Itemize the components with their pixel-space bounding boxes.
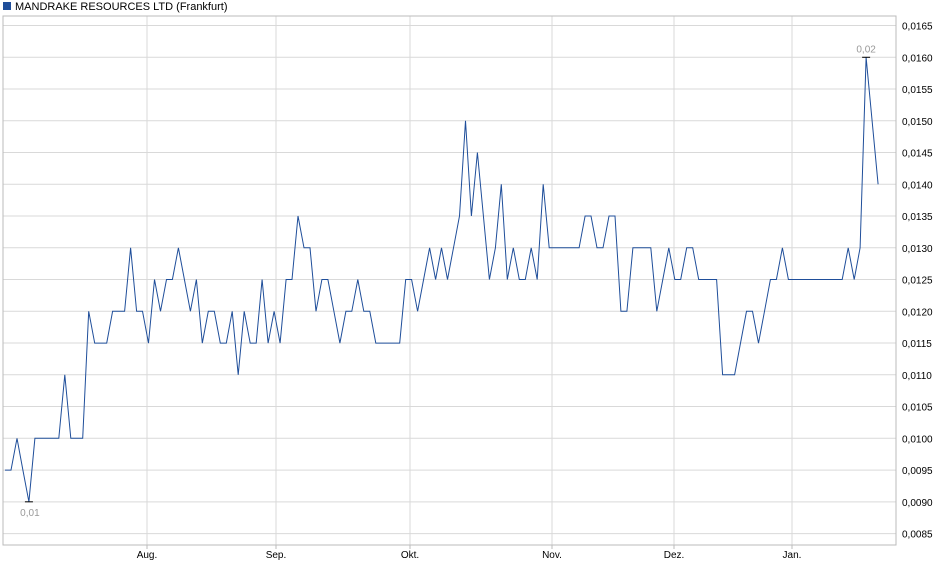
- y-tick-label: 0,0105: [902, 403, 933, 414]
- y-tick-label: 0,0085: [902, 530, 933, 541]
- y-tick-label: 0,0115: [902, 339, 932, 350]
- y-tick-label: 0,0160: [902, 53, 933, 64]
- min-value-label: 0,01: [20, 508, 40, 519]
- y-tick-label: 0,0155: [902, 85, 933, 96]
- plot-frame: [2, 15, 897, 546]
- y-tick-label: 0,0125: [902, 276, 933, 287]
- legend: MANDRAKE RESOURCES LTD (Frankfurt): [3, 1, 228, 13]
- y-tick-label: 0,0100: [902, 434, 933, 445]
- y-tick-label: 0,0120: [902, 307, 933, 318]
- grid: [3, 16, 896, 549]
- series-line: [5, 57, 879, 502]
- legend-label: MANDRAKE RESOURCES LTD (Frankfurt): [15, 1, 228, 13]
- y-tick-label: 0,0095: [902, 466, 933, 477]
- y-tick-label: 0,0150: [902, 117, 933, 128]
- y-tick-label: 0,0140: [902, 180, 933, 191]
- x-tick-label: Nov.: [542, 550, 562, 561]
- y-tick-label: 0,0135: [902, 212, 933, 223]
- series-layer: [5, 57, 879, 502]
- max-value-label: 0,02: [856, 44, 876, 55]
- x-tick-label: Sep.: [266, 550, 287, 561]
- x-tick-label: Aug.: [137, 550, 158, 561]
- y-tick-label: 0,0165: [902, 22, 933, 33]
- legend-swatch: [3, 2, 11, 10]
- extremes-markers: 0,01 0,02: [20, 44, 876, 519]
- y-tick-label: 0,0130: [902, 244, 933, 255]
- x-axis-labels: Aug. Sep. Okt. Nov. Dez. Jan.: [137, 550, 802, 561]
- y-tick-label: 0,0090: [902, 498, 933, 509]
- x-tick-label: Jan.: [783, 550, 802, 561]
- x-tick-label: Dez.: [664, 550, 685, 561]
- y-axis-labels: 0,0085 0,0090 0,0095 0,0100 0,0105 0,0110 0,01…: [902, 22, 933, 541]
- y-tick-label: 0,0110: [902, 371, 932, 382]
- x-tick-label: Okt.: [401, 550, 419, 561]
- y-tick-label: 0,0145: [902, 149, 933, 160]
